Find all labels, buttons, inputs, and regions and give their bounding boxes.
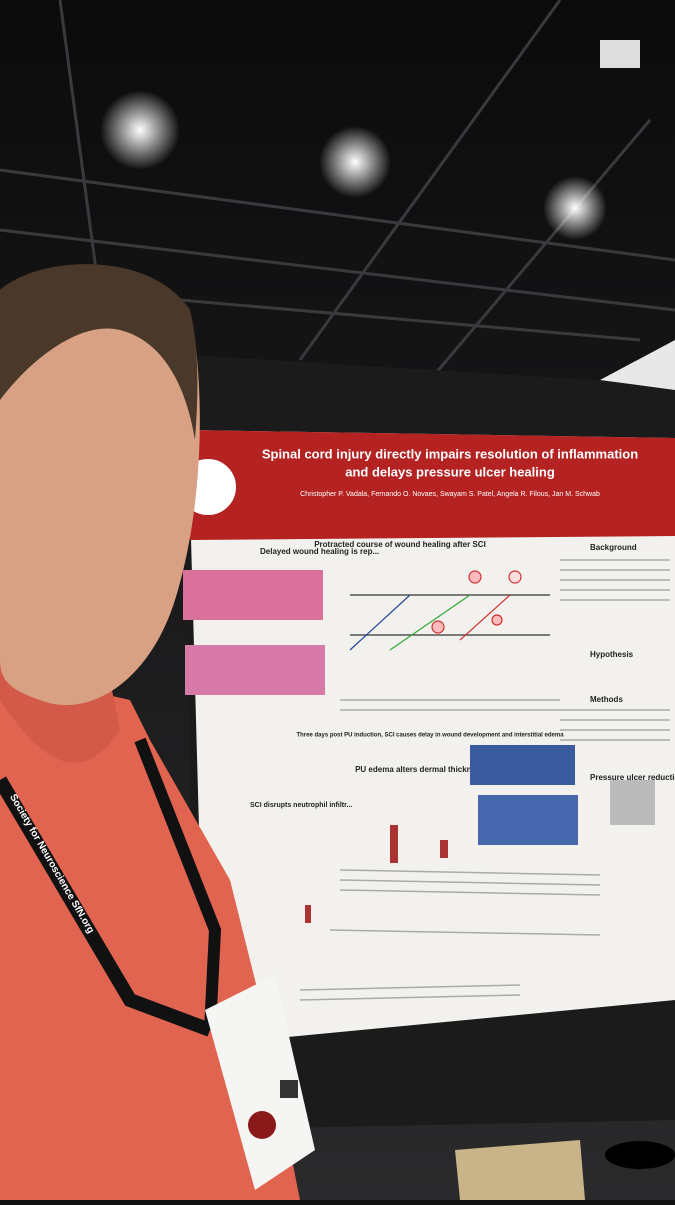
wall xyxy=(600,340,675,390)
body-text xyxy=(299,559,670,1001)
lanyard xyxy=(134,737,222,1031)
badge-logo xyxy=(248,1111,276,1139)
section-heading: Background xyxy=(590,543,637,552)
bar-chart xyxy=(305,825,448,923)
poster-title: Spinal cord injury directly impairs reso… xyxy=(262,446,638,461)
lanyard xyxy=(0,776,213,1037)
section-heading: Hypothesis xyxy=(590,650,634,659)
person: Society for Neuroscience SfN.org xyxy=(0,264,315,1200)
ceiling-trusses xyxy=(0,0,675,381)
badge-qr xyxy=(280,1080,298,1098)
poster-header xyxy=(188,430,675,540)
ceiling-light xyxy=(319,126,391,198)
figure-heading: Delayed wound healing is rep... xyxy=(260,547,379,556)
poster-title: and delays pressure ulcer healing xyxy=(345,464,555,479)
ceiling-light xyxy=(100,90,180,170)
figure-heading: SCI disrupts neutrophil infiltr... xyxy=(250,802,352,809)
figure-heading: Three days post PU induction, SCI causes… xyxy=(296,733,564,739)
photo-panel xyxy=(610,780,655,825)
poster: Spinal cord injury directly impairs reso… xyxy=(176,430,675,1045)
histology-image xyxy=(185,645,325,695)
face xyxy=(0,269,200,706)
ceiling-light xyxy=(543,176,607,240)
hair xyxy=(0,264,198,440)
poster-authors: Christopher P. Vadala, Fernando O. Novae… xyxy=(300,491,600,498)
badge xyxy=(205,975,315,1190)
bystander-legs xyxy=(455,1140,585,1200)
ceiling-device xyxy=(600,40,640,68)
section-heading: Pressure ulcer reduction xyxy=(590,773,675,782)
histology-image xyxy=(470,745,575,785)
diagram xyxy=(349,570,550,651)
figure-heading: Protracted course of wound healing after… xyxy=(314,540,486,549)
histology-image xyxy=(183,570,323,620)
bystander-shoe xyxy=(605,1141,675,1169)
figure-heading: PU edema alters dermal thickness xyxy=(355,765,485,774)
histology-image xyxy=(478,795,578,845)
section-heading: Methods xyxy=(590,695,623,704)
